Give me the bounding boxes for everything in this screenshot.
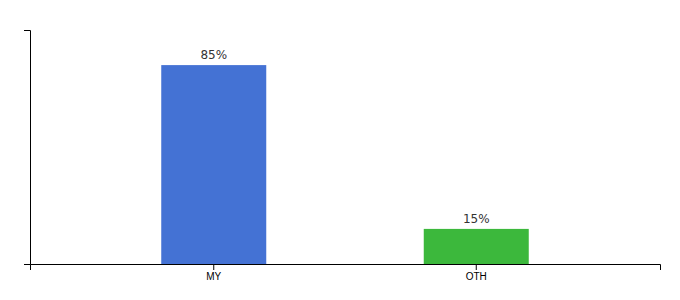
x-tick-mark <box>213 264 214 270</box>
bar <box>424 229 529 264</box>
data-label: 85% <box>200 48 227 62</box>
x-tick-label: OTH <box>466 271 487 282</box>
bars <box>161 65 529 264</box>
chart-svg: MY OTH 85% 15% <box>0 0 680 300</box>
x-axis: MY OTH <box>31 264 661 282</box>
data-label: 15% <box>463 212 490 226</box>
x-tick: OTH <box>466 264 487 282</box>
bar <box>161 65 266 264</box>
x-tick-label: MY <box>206 271 221 282</box>
y-axis <box>24 31 31 265</box>
plot-area: MY OTH 85% 15% <box>24 31 661 283</box>
x-tick-mark <box>476 264 477 270</box>
y-axis-line <box>24 31 31 265</box>
chart-container: MY OTH 85% 15% <box>0 0 680 300</box>
x-axis-line <box>31 265 661 271</box>
x-tick: MY <box>206 264 221 282</box>
data-labels: 85% 15% <box>200 48 489 226</box>
